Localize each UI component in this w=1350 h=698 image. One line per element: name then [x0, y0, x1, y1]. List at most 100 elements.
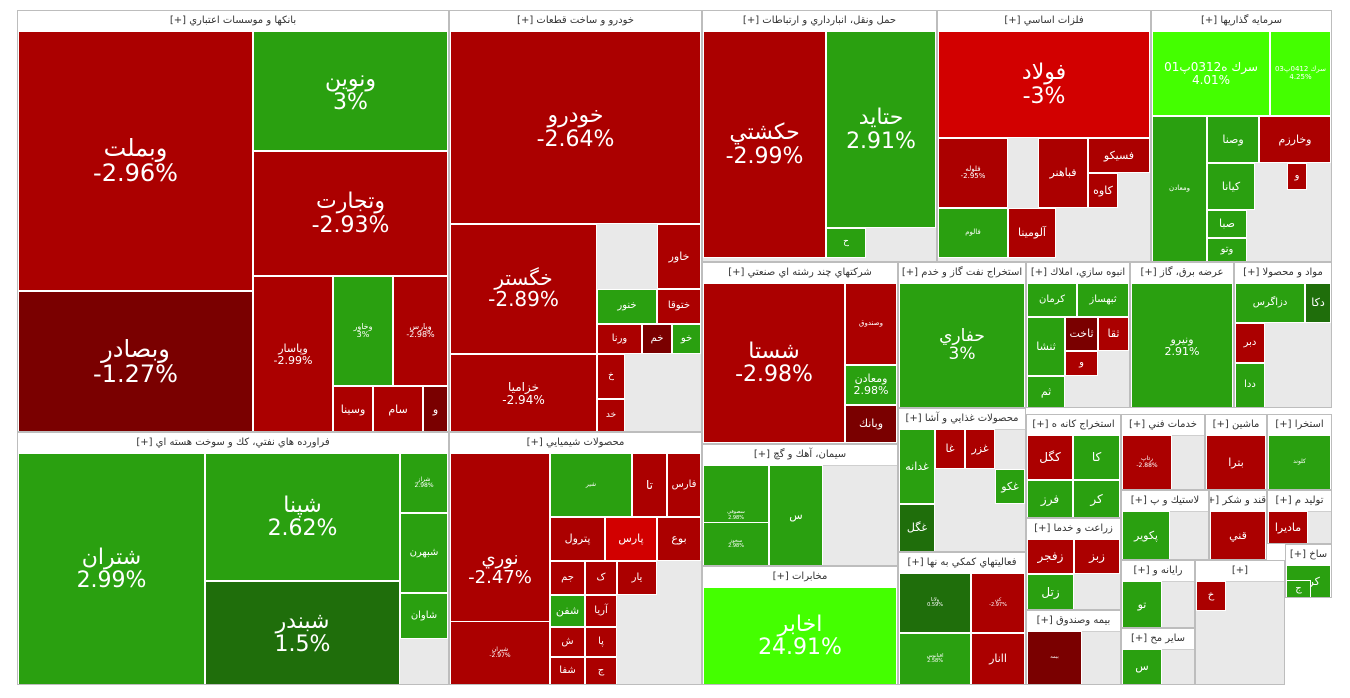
stock-tile[interactable]: فسيكو [1088, 138, 1150, 173]
sector-title[interactable]: شركتهاي چند رشته اي صنعتي [+] [703, 263, 897, 284]
stock-tile[interactable]: كلوند [1268, 435, 1331, 489]
sector-title[interactable]: محصولات شيميايي [+] [450, 433, 701, 454]
stock-tile[interactable]: قني [1210, 511, 1266, 559]
stock-tile[interactable]: سام [373, 386, 423, 431]
stock-tile[interactable]: فرز [1027, 480, 1073, 517]
stock-tile[interactable]: وتو [1207, 238, 1247, 261]
stock-tile[interactable]: ثاخت [1065, 317, 1098, 351]
stock-tile[interactable]: جم [550, 561, 585, 595]
stock-tile[interactable]: دبر [1235, 323, 1265, 363]
stock-tile[interactable]: س [769, 465, 823, 565]
stock-tile[interactable]: آريا [585, 595, 617, 627]
sector-title[interactable]: ماشين [+] [1206, 415, 1266, 436]
sector-title[interactable]: ساخ [+] [1286, 545, 1331, 566]
stock-tile[interactable]: بترا [1206, 435, 1266, 489]
stock-tile[interactable]: شبهرن [400, 513, 448, 593]
stock-tile[interactable]: ج [1286, 580, 1311, 597]
stock-tile[interactable]: فباهنر [1038, 138, 1088, 208]
stock-tile[interactable]: ونيرو 2.91% [1131, 283, 1233, 407]
sector-title[interactable]: [+] [1196, 561, 1284, 582]
sector-title[interactable]: انبوه سازي، املاك [+] [1027, 263, 1129, 284]
stock-tile[interactable]: وبانك [845, 405, 897, 443]
stock-tile[interactable]: و [1287, 163, 1307, 190]
sector-title[interactable]: رايانه و [+] [1122, 561, 1194, 582]
stock-tile[interactable]: خو [672, 324, 701, 354]
sector-title[interactable]: سيمان، آهك و گچ [+] [703, 445, 897, 466]
stock-tile[interactable]: وتجارت -2.93% [253, 151, 448, 276]
sector-title[interactable]: بيمه وصندوق [+] [1027, 611, 1120, 632]
stock-tile[interactable]: غدانه [899, 429, 935, 504]
stock-tile[interactable]: غا [935, 429, 965, 469]
sector-title[interactable]: محصولات غذايي و آشا [+] [899, 409, 1025, 430]
stock-tile[interactable]: ختوقا [657, 289, 701, 324]
stock-tile[interactable]: ثقا [1098, 317, 1129, 351]
stock-tile[interactable]: وصندوق [845, 283, 897, 365]
stock-tile[interactable]: دزاگرس [1235, 283, 1305, 323]
stock-tile[interactable]: كي -2.97% [971, 573, 1025, 633]
stock-tile[interactable]: فلوله -2.95% [938, 138, 1008, 208]
stock-tile[interactable]: خم [642, 324, 672, 354]
stock-tile[interactable]: پكوير [1122, 511, 1170, 559]
stock-tile[interactable]: خگستر -2.89% [450, 224, 597, 354]
stock-tile[interactable]: شاوان [400, 593, 448, 639]
stock-tile[interactable]: سرك 0412پ03 4.25% [1270, 31, 1331, 116]
stock-tile[interactable]: حتايد 2.91% [826, 31, 936, 228]
stock-tile[interactable]: پارس [605, 517, 657, 561]
stock-tile[interactable]: خنور [597, 289, 657, 324]
stock-tile[interactable]: وسينا [333, 386, 373, 431]
stock-tile[interactable]: بيمه [1027, 631, 1082, 684]
sector-title[interactable]: فلزات اساسي [+] [938, 11, 1150, 32]
sector-title[interactable]: استخراج كانه ه [+] [1027, 415, 1120, 436]
stock-tile[interactable]: كر [1073, 480, 1120, 517]
sector-title[interactable]: مواد و محصولا [+] [1235, 263, 1331, 284]
stock-tile[interactable]: شفا [550, 657, 585, 684]
sector-title[interactable]: استخرا [+] [1268, 415, 1331, 436]
stock-tile[interactable]: ثبهساز [1077, 283, 1129, 317]
stock-tile[interactable]: كرمان [1027, 283, 1077, 317]
stock-tile[interactable]: وبصادر -1.27% [18, 291, 253, 431]
stock-tile[interactable]: ثم [1027, 376, 1065, 407]
stock-tile[interactable]: شبندر 1.5% [205, 581, 400, 684]
stock-tile[interactable]: خد [597, 399, 625, 431]
sector-title[interactable]: حمل ونقل، انبارداري و ارتباطات [+] [703, 11, 936, 32]
sector-title[interactable]: عرضه برق، گاز [+] [1131, 263, 1233, 284]
stock-tile[interactable]: ماديرا [1268, 511, 1308, 543]
sector-title[interactable]: استخراج نفت گاز و خدم [+] [899, 263, 1025, 284]
sector-title[interactable]: فعاليتهاي كمكي به نها [+] [899, 553, 1025, 574]
stock-tile[interactable]: شير [550, 453, 632, 517]
stock-tile[interactable]: آلومينا [1008, 208, 1056, 258]
stock-tile[interactable]: وخاور 3% [333, 276, 393, 386]
stock-tile[interactable]: بوع [657, 517, 701, 561]
stock-tile[interactable]: پترول [550, 517, 605, 561]
stock-tile[interactable]: تو [1122, 581, 1162, 627]
stock-tile[interactable]: تا [632, 453, 667, 517]
stock-tile[interactable]: خاور [657, 224, 701, 289]
stock-tile[interactable]: ک [585, 561, 617, 595]
stock-tile[interactable]: حكشتي -2.99% [703, 31, 826, 258]
stock-tile[interactable]: شفن [550, 595, 585, 627]
stock-tile[interactable]: غزر [965, 429, 995, 469]
stock-tile[interactable]: شيران -2.97% [450, 621, 550, 684]
stock-tile[interactable]: سرك ه0312پ01 4.01% [1152, 31, 1270, 116]
stock-tile[interactable]: ولانا 0.59% [899, 573, 971, 633]
stock-tile[interactable]: ومعادن 2.98% [845, 365, 897, 405]
stock-tile[interactable]: حفاري 3% [899, 283, 1025, 407]
stock-tile[interactable]: غكو [995, 469, 1025, 504]
stock-tile[interactable]: وبملت -2.96% [18, 31, 253, 291]
stock-tile[interactable]: شپنا 2.62% [205, 453, 400, 581]
stock-tile[interactable]: خ [1196, 581, 1226, 611]
stock-tile[interactable]: و [423, 386, 448, 431]
stock-tile[interactable]: اانار [971, 633, 1025, 684]
sector-title[interactable]: بانکها و موسسات اعتباري [+] [18, 11, 448, 32]
stock-tile[interactable]: شستا -2.98% [703, 283, 845, 443]
stock-tile[interactable]: زفجر [1027, 539, 1074, 574]
stock-tile[interactable]: خودرو -2.64% [450, 31, 701, 224]
stock-tile[interactable]: كاوه [1088, 173, 1118, 208]
stock-tile[interactable]: شراز 2.98% [400, 453, 448, 513]
stock-tile[interactable]: دكا [1305, 283, 1331, 323]
stock-tile[interactable]: ح [826, 228, 866, 258]
stock-tile[interactable]: زتل [1027, 574, 1074, 609]
stock-tile[interactable]: فالوم [938, 208, 1008, 258]
stock-tile[interactable]: غگل [899, 504, 935, 551]
sector-title[interactable]: زراعت و خدما [+] [1027, 519, 1120, 540]
